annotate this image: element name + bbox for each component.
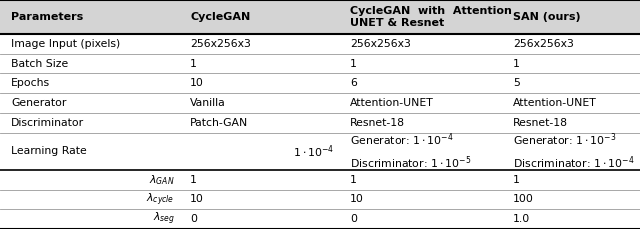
Text: Attention-UNET: Attention-UNET [350, 98, 434, 108]
Text: 1: 1 [350, 175, 357, 185]
Text: 1: 1 [190, 59, 197, 69]
Text: $1 \cdot 10^{-4}$: $1 \cdot 10^{-4}$ [293, 143, 335, 160]
Text: Discriminator: Discriminator [11, 118, 84, 128]
Text: Batch Size: Batch Size [11, 59, 68, 69]
Text: $\lambda_{cycle}$: $\lambda_{cycle}$ [147, 191, 175, 208]
Text: 1: 1 [190, 175, 197, 185]
Text: 10: 10 [190, 78, 204, 88]
Text: 10: 10 [190, 194, 204, 204]
Text: 1: 1 [513, 175, 520, 185]
Text: 256x256x3: 256x256x3 [190, 39, 251, 49]
Text: 0: 0 [350, 214, 357, 224]
Text: 100: 100 [513, 194, 534, 204]
Bar [0, 170, 640, 190]
Bar [0, 133, 640, 170]
Text: Generator: $1 \cdot 10^{-3}$: Generator: $1 \cdot 10^{-3}$ [513, 132, 617, 148]
Text: 1: 1 [513, 59, 520, 69]
Text: Generator: Generator [11, 98, 67, 108]
Text: Generator: $1 \cdot 10^{-4}$: Generator: $1 \cdot 10^{-4}$ [350, 132, 454, 148]
Text: 1: 1 [350, 59, 357, 69]
Text: Resnet-18: Resnet-18 [350, 118, 405, 128]
Text: 10: 10 [350, 194, 364, 204]
Text: 256x256x3: 256x256x3 [513, 39, 574, 49]
Bar [0, 190, 640, 209]
Text: $\lambda_{seg}$: $\lambda_{seg}$ [152, 211, 175, 227]
Text: Patch-GAN: Patch-GAN [190, 118, 248, 128]
Text: Image Input (pixels): Image Input (pixels) [11, 39, 120, 49]
Text: Discriminator: $1 \cdot 10^{-4}$: Discriminator: $1 \cdot 10^{-4}$ [513, 154, 635, 171]
Text: $\lambda_{GAN}$: $\lambda_{GAN}$ [149, 173, 175, 187]
Text: SAN (ours): SAN (ours) [513, 12, 581, 22]
Bar [0, 74, 640, 93]
Text: 5: 5 [513, 78, 520, 88]
Text: 256x256x3: 256x256x3 [350, 39, 411, 49]
Bar [0, 113, 640, 133]
Text: 6: 6 [350, 78, 357, 88]
Text: 1.0: 1.0 [513, 214, 531, 224]
Text: Vanilla: Vanilla [190, 98, 226, 108]
Text: Parameters: Parameters [11, 12, 83, 22]
Bar [0, 209, 640, 229]
Text: Epochs: Epochs [11, 78, 50, 88]
Text: Learning Rate: Learning Rate [11, 146, 86, 156]
Bar [0, 54, 640, 74]
Bar [0, 0, 640, 34]
Text: Attention-UNET: Attention-UNET [513, 98, 597, 108]
Text: 0: 0 [190, 214, 197, 224]
Text: Resnet-18: Resnet-18 [513, 118, 568, 128]
Text: CycleGAN  with  Attention
UNET & Resnet: CycleGAN with Attention UNET & Resnet [350, 6, 512, 28]
Text: Discriminator: $1 \cdot 10^{-5}$: Discriminator: $1 \cdot 10^{-5}$ [350, 154, 472, 171]
Bar [0, 34, 640, 54]
Bar [0, 93, 640, 113]
Text: CycleGAN: CycleGAN [190, 12, 250, 22]
